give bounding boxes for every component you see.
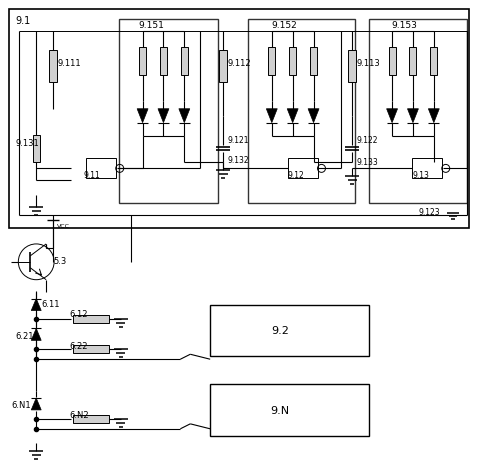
Text: 9.123: 9.123: [419, 207, 441, 217]
Text: 9.11: 9.11: [84, 171, 101, 180]
Polygon shape: [266, 109, 277, 122]
Bar: [73, 345, 109, 353]
Bar: [49, 50, 57, 82]
Text: 9.132: 9.132: [227, 156, 249, 165]
Polygon shape: [287, 109, 298, 122]
Text: 9.13: 9.13: [413, 171, 430, 180]
Bar: [10, 9, 468, 228]
Text: VCC: VCC: [57, 224, 70, 229]
Bar: [412, 158, 442, 178]
Text: 6.22: 6.22: [69, 342, 87, 351]
Text: 6.12: 6.12: [69, 310, 87, 319]
Bar: [348, 50, 356, 82]
Polygon shape: [137, 109, 148, 122]
Text: 5.3: 5.3: [53, 257, 66, 266]
Bar: [210, 384, 369, 436]
Text: 9.151: 9.151: [139, 21, 164, 30]
Text: 9.N: 9.N: [270, 406, 289, 416]
Bar: [289, 47, 296, 75]
Text: 9.112: 9.112: [227, 59, 250, 67]
Bar: [73, 316, 109, 323]
Polygon shape: [387, 109, 398, 122]
Bar: [410, 47, 416, 75]
Bar: [33, 134, 40, 163]
Text: 9.12: 9.12: [288, 171, 304, 180]
Text: 9.121: 9.121: [227, 136, 249, 145]
Text: 9.133: 9.133: [356, 158, 378, 167]
Text: 6.N2: 6.N2: [69, 411, 88, 420]
Text: 9.131: 9.131: [15, 139, 39, 148]
Polygon shape: [31, 298, 41, 310]
Text: 9.113: 9.113: [356, 59, 380, 67]
Text: 9.122: 9.122: [356, 136, 378, 145]
Text: 9.152: 9.152: [272, 21, 297, 30]
Bar: [210, 304, 369, 356]
Bar: [86, 158, 116, 178]
Bar: [219, 50, 227, 82]
Bar: [389, 47, 396, 75]
Polygon shape: [179, 109, 190, 122]
Bar: [268, 47, 275, 75]
Text: 9.2: 9.2: [271, 326, 289, 336]
Text: 9.111: 9.111: [57, 59, 81, 67]
Bar: [119, 19, 218, 203]
Polygon shape: [31, 398, 41, 410]
Bar: [288, 158, 317, 178]
Bar: [430, 47, 437, 75]
Bar: [73, 415, 109, 423]
Polygon shape: [31, 328, 41, 340]
Bar: [181, 47, 188, 75]
Polygon shape: [308, 109, 319, 122]
Polygon shape: [428, 109, 439, 122]
Bar: [160, 47, 167, 75]
Text: 9.1: 9.1: [15, 16, 31, 26]
Text: 6.11: 6.11: [41, 300, 60, 309]
Polygon shape: [158, 109, 169, 122]
Text: 6.N1: 6.N1: [11, 401, 31, 410]
Bar: [310, 47, 317, 75]
Bar: [369, 19, 467, 203]
Bar: [248, 19, 355, 203]
Polygon shape: [407, 109, 418, 122]
Text: 9.153: 9.153: [391, 21, 417, 30]
Text: 6.21: 6.21: [15, 332, 34, 341]
Bar: [139, 47, 146, 75]
